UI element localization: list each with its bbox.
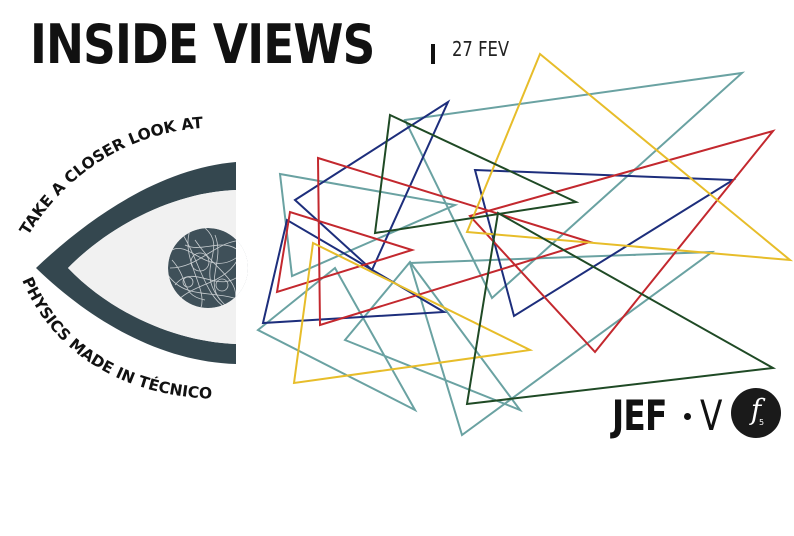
triangle-yellow-1 [292,241,534,385]
eye-frame [36,162,236,364]
triangle-green-2 [465,211,777,406]
triangle-teal-4 [403,71,746,300]
triangle-teal-5 [408,250,716,437]
triangle-yellow-2 [465,52,794,262]
triangle-teal-3 [343,260,523,413]
logo-dot [684,413,691,420]
particle-tracks-pupil-icon [168,228,248,308]
triangle-red-1 [316,156,594,327]
triangle-teal-2 [256,266,418,413]
f5-badge-glyph: f [750,393,762,426]
triangle-red-3 [468,129,776,354]
triangle-green-1 [373,113,580,235]
page-title: INSIDE VIEWS [30,13,375,76]
eye-white [68,190,236,344]
triangle-navy-2 [261,218,448,325]
f5-badge-subscript: 5 [759,418,765,427]
f5-badge-icon: f 5 [731,388,781,438]
event-date: 27 FEV [452,37,510,61]
jef-logo-text: JEF [612,391,667,440]
jef-roman-numeral: V [700,391,723,440]
triangle-red-2 [275,210,416,294]
title-separator [431,44,435,64]
